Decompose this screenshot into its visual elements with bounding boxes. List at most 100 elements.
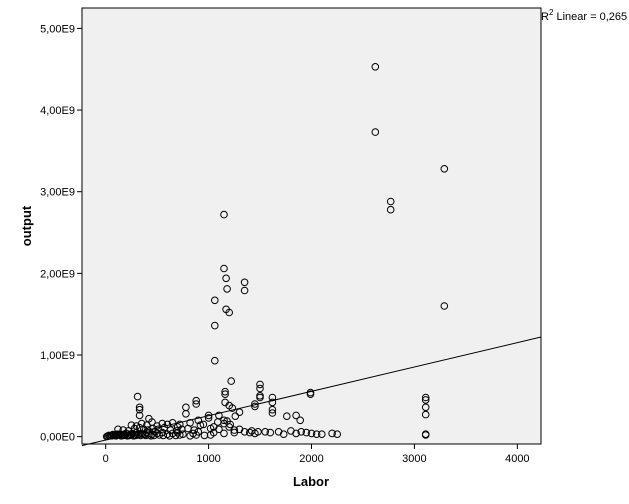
x-tick-label: 1000 [196,453,220,465]
data-point [215,425,223,434]
data-point [268,405,277,414]
data-point [196,421,205,430]
data-point [228,404,237,412]
data-point [256,393,264,402]
data-point [144,426,152,434]
data-point [251,402,259,411]
data-point [135,405,144,414]
data-point [204,414,213,422]
y-tick-label: 0,00E0 [40,432,75,444]
plot-area [81,7,542,445]
data-point [240,428,249,436]
data-point [211,356,219,365]
data-point [192,400,200,408]
data-point [371,128,380,136]
data-point [225,308,233,317]
data-point [190,426,198,434]
data-points [102,63,449,441]
data-point [211,321,219,330]
data-point [222,274,230,283]
data-point [226,420,234,429]
data-point [261,428,270,436]
x-tick-label: 2000 [299,453,323,465]
data-point [296,416,305,425]
data-point [143,421,151,430]
data-point [421,431,430,439]
data-point [386,205,395,214]
data-point [421,393,430,402]
data-point [312,430,321,439]
data-point [440,302,449,310]
data-point [199,420,208,429]
data-point [246,428,254,437]
data-point [182,410,190,418]
data-point [147,432,155,440]
data-point [221,390,229,399]
data-point [192,431,200,439]
y-tick-label: 1,00E9 [40,350,75,362]
data-point [133,392,142,401]
data-point [283,412,291,421]
r2-annotation: R2 Linear = 0,265 [541,8,627,23]
data-point [173,423,182,431]
data-point [135,403,144,412]
axis-ticks: 0 1000 2000 3000 4000 0,00E0 1,00E9 2,00E9 3,00E… [40,23,529,465]
y-tick-label: 2,00E9 [40,268,75,280]
data-point [176,420,184,429]
data-point [297,428,306,436]
data-point [292,411,300,420]
data-point [211,296,219,305]
data-point [318,430,326,439]
r2-exponent: 2 [549,8,554,17]
x-tick-label: 0 [103,453,109,465]
data-point [186,419,194,427]
data-point [119,426,127,434]
linear-fit-line [81,336,542,447]
data-point [168,419,177,427]
data-point [266,428,275,437]
data-point [240,286,249,295]
y-tick-label: 5,00E9 [40,23,75,35]
data-point [220,264,228,273]
data-point [256,384,264,393]
data-point [307,429,316,438]
data-point [421,396,430,404]
data-point [235,408,244,417]
data-point [179,430,187,439]
data-point [256,380,264,389]
data-point [333,430,342,439]
r2-symbol: R [541,11,549,23]
data-point [127,421,136,430]
x-tick-label: 3000 [402,453,426,465]
data-point [421,410,430,419]
data-point [135,411,144,420]
data-point [268,409,277,417]
data-point [214,418,222,426]
y-axis-title: output [19,205,34,246]
data-point [386,197,395,206]
data-point [371,63,380,71]
x-axis-title: Labor [293,474,329,489]
y-tick-label: 4,00E9 [40,105,75,117]
data-point [206,424,215,433]
data-point [137,419,146,428]
data-point [155,431,163,439]
data-point [440,165,449,173]
data-point [220,429,228,438]
data-point [248,427,256,435]
y-tick-label: 3,00E9 [40,187,75,199]
x-tick-label: 4000 [505,453,529,465]
data-point [230,426,239,434]
data-point [231,412,240,421]
data-point [302,428,311,437]
data-point [240,278,249,287]
data-point [328,429,336,438]
data-point [192,396,200,405]
data-point [421,403,430,412]
data-point [133,431,142,439]
data-point [306,390,315,399]
data-point [114,425,122,434]
data-point [172,427,181,435]
data-point [279,430,288,439]
